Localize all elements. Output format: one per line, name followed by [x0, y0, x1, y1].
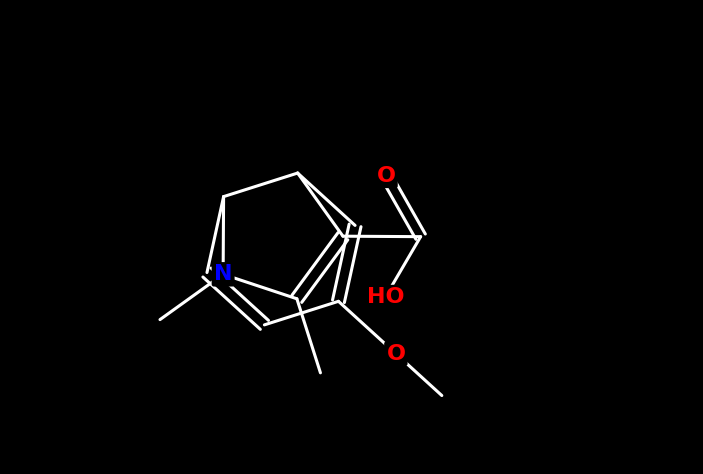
Text: HO: HO: [366, 287, 404, 307]
Text: N: N: [214, 264, 233, 284]
Text: O: O: [377, 166, 396, 186]
Text: O: O: [387, 344, 406, 364]
